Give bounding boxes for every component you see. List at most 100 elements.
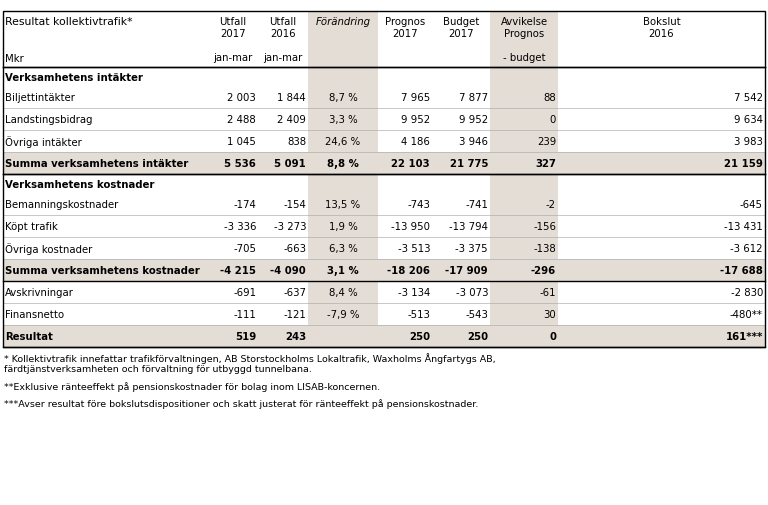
Text: -17 688: -17 688 xyxy=(720,266,763,275)
Text: 3 946: 3 946 xyxy=(459,137,488,147)
Text: **Exklusive ränteeffekt på pensionskostnader för bolag inom LISAB-koncernen.: **Exklusive ränteeffekt på pensionskostn… xyxy=(4,381,380,391)
Text: 21 775: 21 775 xyxy=(449,159,488,169)
Text: 2017: 2017 xyxy=(392,29,418,39)
Text: 4 186: 4 186 xyxy=(401,137,430,147)
Text: -61: -61 xyxy=(539,287,556,297)
Text: -4 215: -4 215 xyxy=(220,266,256,275)
Text: -705: -705 xyxy=(233,243,256,254)
Text: 239: 239 xyxy=(537,137,556,147)
Text: 1,9 %: 1,9 % xyxy=(329,222,357,231)
Text: 2017: 2017 xyxy=(220,29,246,39)
Bar xyxy=(308,325,378,347)
Text: 2016: 2016 xyxy=(270,29,296,39)
Text: Resultat: Resultat xyxy=(5,331,53,341)
Text: -13 794: -13 794 xyxy=(449,222,488,231)
Text: -2 830: -2 830 xyxy=(730,287,763,297)
Text: 1 045: 1 045 xyxy=(227,137,256,147)
Bar xyxy=(308,260,378,281)
Text: -17 909: -17 909 xyxy=(445,266,488,275)
Text: Avvikelse: Avvikelse xyxy=(501,17,548,27)
Text: 3,1 %: 3,1 % xyxy=(327,266,359,275)
Text: ***Avser resultat före bokslutsdispositioner och skatt justerat för ränteeffekt : ***Avser resultat före bokslutsdispositi… xyxy=(4,398,478,408)
Text: 24,6 %: 24,6 % xyxy=(326,137,360,147)
Text: Mkr: Mkr xyxy=(5,54,24,64)
Text: -174: -174 xyxy=(233,199,256,210)
Text: -13 431: -13 431 xyxy=(724,222,763,231)
Bar xyxy=(308,153,378,175)
Text: 22 103: 22 103 xyxy=(392,159,430,169)
Text: 0: 0 xyxy=(549,331,556,341)
Text: 21 159: 21 159 xyxy=(724,159,763,169)
Text: 2017: 2017 xyxy=(449,29,474,39)
Text: jan-mar: jan-mar xyxy=(263,53,303,63)
Text: Prognos: Prognos xyxy=(504,29,544,39)
Text: Utfall: Utfall xyxy=(220,17,247,27)
Text: -296: -296 xyxy=(531,266,556,275)
Text: -3 273: -3 273 xyxy=(273,222,306,231)
Text: -480**: -480** xyxy=(730,310,763,319)
Text: -138: -138 xyxy=(533,243,556,254)
Text: 2016: 2016 xyxy=(649,29,674,39)
Text: 88: 88 xyxy=(543,93,556,103)
Bar xyxy=(3,12,765,347)
Text: -3 336: -3 336 xyxy=(223,222,256,231)
Text: färdtjänstverksamheten och förvaltning för utbyggd tunnelbana.: färdtjänstverksamheten och förvaltning f… xyxy=(4,364,312,373)
Bar xyxy=(490,260,558,281)
Text: Utfall: Utfall xyxy=(270,17,296,27)
Text: Bokslut: Bokslut xyxy=(643,17,680,27)
Text: -663: -663 xyxy=(283,243,306,254)
Text: 9 952: 9 952 xyxy=(458,115,488,125)
Text: -4 090: -4 090 xyxy=(270,266,306,275)
Text: 7 877: 7 877 xyxy=(458,93,488,103)
Text: -154: -154 xyxy=(283,199,306,210)
Text: -645: -645 xyxy=(740,199,763,210)
Text: 838: 838 xyxy=(287,137,306,147)
Text: Resultat kollektivtrafik*: Resultat kollektivtrafik* xyxy=(5,17,133,27)
Text: 7 542: 7 542 xyxy=(734,93,763,103)
Text: Summa verksamhetens kostnader: Summa verksamhetens kostnader xyxy=(5,266,200,275)
Bar xyxy=(3,260,765,281)
Text: Övriga intäkter: Övriga intäkter xyxy=(5,136,81,147)
Text: * Kollektivtrafik innefattar trafikförvaltningen, AB Storstockholms Lokaltrafik,: * Kollektivtrafik innefattar trafikförva… xyxy=(4,352,495,363)
Text: Övriga kostnader: Övriga kostnader xyxy=(5,242,92,255)
Text: 13,5 %: 13,5 % xyxy=(326,199,360,210)
Bar xyxy=(3,153,765,175)
Text: Landstingsbidrag: Landstingsbidrag xyxy=(5,115,92,125)
Text: Budget: Budget xyxy=(443,17,479,27)
Text: -637: -637 xyxy=(283,287,306,297)
Text: Bemanningskostnader: Bemanningskostnader xyxy=(5,199,118,210)
Bar xyxy=(490,153,558,175)
Text: 6,3 %: 6,3 % xyxy=(329,243,357,254)
Text: 327: 327 xyxy=(535,159,556,169)
Text: jan-mar: jan-mar xyxy=(214,53,253,63)
Text: 243: 243 xyxy=(285,331,306,341)
Text: 250: 250 xyxy=(467,331,488,341)
Text: -513: -513 xyxy=(407,310,430,319)
Bar xyxy=(490,325,558,347)
Text: 2 488: 2 488 xyxy=(227,115,256,125)
Text: 5 091: 5 091 xyxy=(274,159,306,169)
Text: Finansnetto: Finansnetto xyxy=(5,310,64,319)
Text: - budget: - budget xyxy=(503,53,545,63)
Text: -3 073: -3 073 xyxy=(455,287,488,297)
Text: -18 206: -18 206 xyxy=(387,266,430,275)
Text: 161***: 161*** xyxy=(726,331,763,341)
Text: 519: 519 xyxy=(235,331,256,341)
Text: -13 950: -13 950 xyxy=(391,222,430,231)
Text: Avskrivningar: Avskrivningar xyxy=(5,287,74,297)
Text: Summa verksamhetens intäkter: Summa verksamhetens intäkter xyxy=(5,159,188,169)
Bar xyxy=(3,325,765,347)
Text: 3,3 %: 3,3 % xyxy=(329,115,357,125)
Text: Verksamhetens intäkter: Verksamhetens intäkter xyxy=(5,72,143,82)
Text: -156: -156 xyxy=(533,222,556,231)
Text: 250: 250 xyxy=(409,331,430,341)
Text: 9 634: 9 634 xyxy=(734,115,763,125)
Text: Köpt trafik: Köpt trafik xyxy=(5,222,58,231)
Text: -3 612: -3 612 xyxy=(730,243,763,254)
Text: 2 409: 2 409 xyxy=(277,115,306,125)
Text: 9 952: 9 952 xyxy=(401,115,430,125)
Text: -691: -691 xyxy=(233,287,256,297)
Text: 3 983: 3 983 xyxy=(734,137,763,147)
Text: -741: -741 xyxy=(465,199,488,210)
Text: 7 965: 7 965 xyxy=(401,93,430,103)
